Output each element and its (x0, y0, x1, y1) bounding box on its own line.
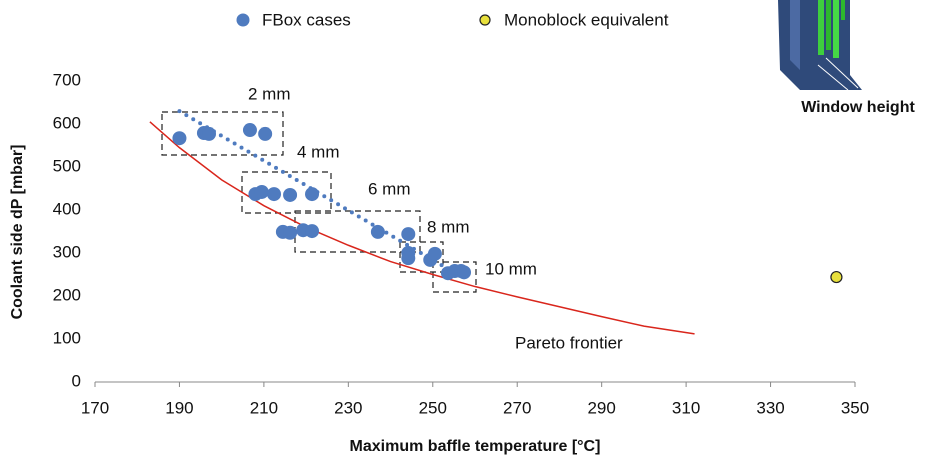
legend-label: FBox cases (262, 10, 351, 29)
x-tick-label: 270 (503, 398, 531, 417)
x-tick-label: 310 (672, 398, 700, 417)
point (243, 123, 257, 137)
point (255, 185, 269, 199)
x-tick-label: 230 (334, 398, 362, 417)
x-axis-title: Maximum baffle temperature [°C] (350, 438, 601, 455)
annotation: 4 mm (297, 142, 340, 161)
y-tick-label: 600 (53, 113, 81, 132)
point (283, 226, 297, 240)
chart: Window height 2 mm 4 mm 6 mm 8 mm 10 mm … (0, 0, 930, 457)
y-tick-label: 700 (53, 70, 81, 89)
point (831, 272, 842, 283)
point (283, 188, 297, 202)
x-tick-label: 210 (250, 398, 278, 417)
annotation: 6 mm (368, 179, 411, 198)
point (202, 127, 216, 141)
y-tick-label: 0 (72, 371, 81, 390)
y-axis-title: Coolant side dP [mbar] (9, 145, 26, 320)
legend-marker (237, 14, 250, 27)
point (172, 131, 186, 145)
legend-marker (480, 15, 490, 25)
x-tick-label: 290 (587, 398, 615, 417)
x-tick-label: 350 (841, 398, 869, 417)
y-tick-label: 100 (53, 328, 81, 347)
point (305, 187, 319, 201)
legend-label: Monoblock equivalent (504, 10, 669, 29)
point (305, 224, 319, 238)
inset-label: Window height (801, 99, 915, 116)
window-illustration (778, 0, 862, 90)
point (371, 225, 385, 239)
point (457, 265, 471, 279)
y-tick-label: 500 (53, 156, 81, 175)
annotation: 8 mm (427, 217, 470, 236)
point (267, 187, 281, 201)
point (428, 247, 442, 261)
point (258, 127, 272, 141)
frontier-label: Pareto frontier (515, 333, 623, 352)
point (401, 251, 415, 265)
x-tick-label: 170 (81, 398, 109, 417)
y-tick-label: 400 (53, 199, 81, 218)
y-tick-label: 200 (53, 285, 81, 304)
annotation: 10 mm (485, 259, 537, 278)
x-tick-label: 330 (756, 398, 784, 417)
pareto-frontier (150, 122, 695, 334)
x-tick-label: 250 (419, 398, 447, 417)
x-tick-label: 190 (165, 398, 193, 417)
point (401, 227, 415, 241)
y-tick-label: 300 (53, 242, 81, 261)
annotation: 2 mm (248, 84, 291, 103)
